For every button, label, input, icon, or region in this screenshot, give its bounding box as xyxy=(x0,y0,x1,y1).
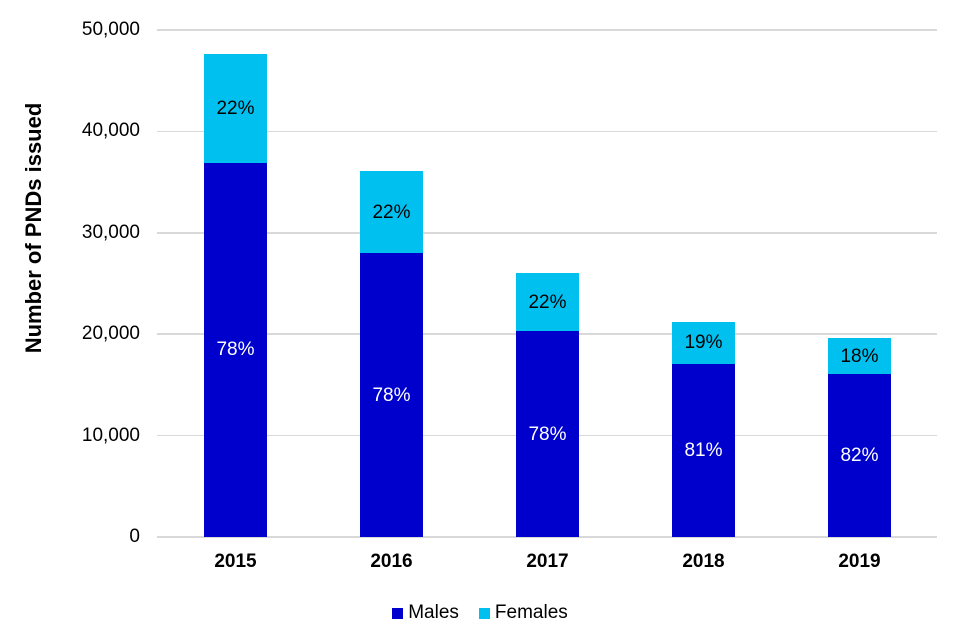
segment-percent-label: 22% xyxy=(528,291,567,313)
segment-percent-label: 19% xyxy=(684,332,723,354)
x-tick-label-2016: 2016 xyxy=(370,551,413,572)
gridline-30000 xyxy=(157,232,937,234)
bar-segment-males-2018[interactable]: 81% xyxy=(672,363,735,537)
legend: Males Females xyxy=(0,602,960,624)
x-tick-label-2019: 2019 xyxy=(838,551,881,572)
bar-segment-females-2017[interactable]: 22% xyxy=(516,273,579,332)
y-tick-label: 10,000 xyxy=(81,424,140,446)
bar-segment-females-2019[interactable]: 18% xyxy=(828,338,891,374)
bar-2019[interactable]: 18% 82% xyxy=(828,338,891,537)
bar-2018[interactable]: 19% 81% xyxy=(672,322,735,537)
y-tick-label: 0 xyxy=(129,526,140,547)
legend-swatch-females xyxy=(478,607,490,619)
segment-percent-label: 22% xyxy=(372,201,411,223)
x-tick-label-2015: 2015 xyxy=(214,551,257,572)
segment-percent-label: 78% xyxy=(372,384,411,406)
bar-segment-females-2016[interactable]: 22% xyxy=(360,170,423,254)
segment-percent-label: 82% xyxy=(840,444,879,466)
segment-percent-label: 22% xyxy=(216,98,255,120)
segment-percent-label: 78% xyxy=(528,423,567,445)
bar-segment-males-2017[interactable]: 78% xyxy=(516,331,579,537)
legend-item-females[interactable]: Females xyxy=(478,602,568,624)
y-tick-label: 20,000 xyxy=(81,323,140,345)
y-tick-label: 40,000 xyxy=(81,120,140,142)
gridline-40000 xyxy=(157,130,937,133)
legend-item-males[interactable]: Males xyxy=(392,602,459,624)
bar-2017[interactable]: 22% 78% xyxy=(516,273,579,537)
bar-segment-males-2019[interactable]: 82% xyxy=(828,373,891,537)
bar-segment-females-2018[interactable]: 19% xyxy=(672,322,735,364)
plot-area: 22% 78% 22% 78% 22% 78% 19% 81% 18% 82% xyxy=(157,29,937,538)
legend-swatch-males xyxy=(392,607,404,619)
legend-label: Females xyxy=(494,602,568,623)
y-tick-label: 50,000 xyxy=(81,19,140,40)
segment-percent-label: 81% xyxy=(684,439,723,461)
bar-segment-males-2015[interactable]: 78% xyxy=(204,162,267,537)
x-tick-label-2018: 2018 xyxy=(682,551,725,572)
bar-segment-males-2016[interactable]: 78% xyxy=(360,253,423,537)
bar-2015[interactable]: 22% 78% xyxy=(204,54,267,537)
legend-label: Males xyxy=(408,602,459,623)
gridline-50000 xyxy=(157,29,937,31)
x-tick-label-2017: 2017 xyxy=(526,551,569,572)
segment-percent-label: 18% xyxy=(840,345,879,367)
bar-segment-females-2015[interactable]: 22% xyxy=(204,54,267,163)
gridline-0 xyxy=(157,536,937,538)
bar-2016[interactable]: 22% 78% xyxy=(360,170,423,537)
segment-percent-label: 78% xyxy=(216,339,255,361)
y-tick-label: 30,000 xyxy=(81,221,140,243)
